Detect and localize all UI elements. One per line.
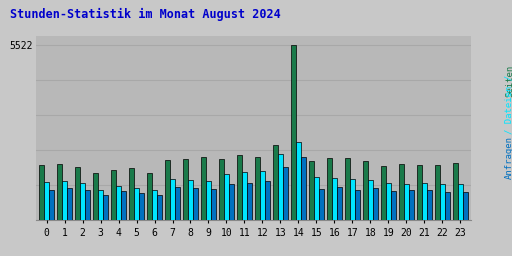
Bar	[139, 194, 144, 220]
Bar	[327, 158, 332, 220]
Bar	[237, 155, 242, 220]
Bar	[188, 180, 193, 220]
Bar	[57, 164, 62, 220]
Bar	[337, 187, 342, 220]
Bar	[170, 179, 175, 220]
Bar	[463, 192, 468, 220]
Bar	[229, 184, 234, 220]
Bar	[291, 45, 296, 220]
Bar	[283, 167, 288, 220]
Bar	[39, 165, 44, 220]
Bar	[273, 145, 278, 220]
Bar	[152, 190, 157, 220]
Bar	[260, 170, 265, 220]
Bar	[435, 165, 440, 220]
Bar	[219, 159, 224, 220]
Bar	[427, 190, 432, 220]
Bar	[296, 142, 301, 220]
Bar	[332, 178, 337, 220]
Bar	[206, 181, 211, 220]
Bar	[265, 182, 270, 220]
Bar	[165, 160, 170, 220]
Bar	[44, 182, 49, 220]
Bar	[399, 164, 404, 220]
Bar	[93, 173, 98, 220]
Bar	[175, 187, 180, 220]
Bar	[183, 159, 188, 220]
Bar	[116, 186, 121, 220]
Bar	[350, 179, 355, 220]
Bar	[363, 161, 368, 220]
Bar	[129, 168, 134, 220]
Text: Stunden-Statistik im Monat August 2024: Stunden-Statistik im Monat August 2024	[10, 8, 281, 21]
Bar	[247, 183, 252, 220]
Bar	[62, 181, 67, 220]
Bar	[111, 170, 116, 220]
Bar	[201, 157, 206, 220]
Bar	[404, 184, 409, 220]
Bar	[301, 157, 306, 220]
Bar	[381, 166, 386, 220]
Bar	[224, 174, 229, 220]
Bar	[255, 157, 260, 220]
Text: Anfragen: Anfragen	[505, 136, 512, 179]
Bar	[345, 158, 350, 220]
Bar	[242, 172, 247, 220]
Bar	[49, 190, 54, 220]
Text: / Dateien /: / Dateien /	[505, 75, 512, 134]
Bar	[391, 191, 396, 220]
Bar	[278, 154, 283, 220]
Bar	[193, 188, 198, 220]
Bar	[85, 190, 90, 220]
Bar	[422, 183, 427, 220]
Bar	[103, 195, 108, 220]
Bar	[373, 188, 378, 220]
Bar	[458, 184, 463, 220]
Bar	[453, 163, 458, 220]
Bar	[319, 189, 324, 220]
Bar	[75, 167, 80, 220]
Bar	[67, 188, 72, 220]
Bar	[314, 177, 319, 220]
Bar	[368, 180, 373, 220]
Bar	[134, 188, 139, 220]
Bar	[417, 165, 422, 220]
Bar	[80, 183, 85, 220]
Bar	[409, 190, 414, 220]
Bar	[309, 161, 314, 220]
Bar	[386, 183, 391, 220]
Bar	[211, 189, 216, 220]
Bar	[445, 192, 450, 220]
Bar	[440, 184, 445, 220]
Bar	[98, 190, 103, 220]
Bar	[147, 173, 152, 220]
Bar	[157, 195, 162, 220]
Bar	[121, 191, 126, 220]
Bar	[355, 190, 360, 220]
Text: Seiten: Seiten	[505, 65, 512, 97]
